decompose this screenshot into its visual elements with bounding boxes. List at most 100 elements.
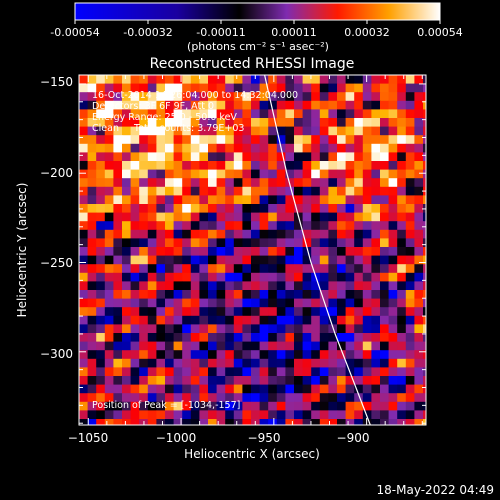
heatmap-cell <box>79 367 88 377</box>
heatmap-cell <box>414 238 424 248</box>
heatmap-cell <box>285 229 295 239</box>
heatmap-cell <box>259 290 269 299</box>
heatmap-cell <box>182 290 192 299</box>
colorbar-unit-label: (photons cm⁻² s⁻¹ asec⁻²) <box>187 40 329 53</box>
heatmap-cell <box>285 221 295 231</box>
heatmap-cell <box>319 333 329 342</box>
heatmap-cell <box>216 384 226 394</box>
heatmap-cell <box>139 333 149 342</box>
heatmap-cell <box>423 333 426 342</box>
heatmap-cell <box>242 109 252 119</box>
heatmap-cell <box>259 100 269 110</box>
heatmap-cell <box>190 290 200 299</box>
heatmap-cell <box>285 126 295 136</box>
heatmap-cell <box>276 367 286 377</box>
heatmap-cell <box>96 118 106 127</box>
heatmap-cell <box>79 126 88 136</box>
heatmap-cell <box>397 92 407 102</box>
heatmap-cell <box>147 221 157 231</box>
heatmap-cell <box>423 195 426 205</box>
heatmap-cell <box>380 92 389 102</box>
heatmap-cell <box>268 204 278 213</box>
heatmap-cell <box>182 333 192 342</box>
heatmap-cell <box>251 367 260 377</box>
heatmap-cell <box>216 169 226 179</box>
heatmap-cell <box>388 169 398 179</box>
heatmap-cell <box>328 298 338 308</box>
heatmap-cell <box>251 161 260 170</box>
heatmap-cell <box>225 264 235 274</box>
heatmap-cell <box>388 161 398 170</box>
heatmap-cell <box>259 358 269 368</box>
heatmap-cell <box>216 307 226 317</box>
heatmap-cell <box>130 315 140 325</box>
heatmap-cell <box>96 401 106 411</box>
heatmap-cell <box>405 221 415 231</box>
heatmap-cell <box>242 341 252 351</box>
heatmap-cell <box>362 264 372 274</box>
heatmap-cell <box>397 143 407 153</box>
heatmap-cell <box>130 384 140 394</box>
heatmap-cell <box>173 152 183 162</box>
heatmap-cell <box>397 238 407 248</box>
heatmap-cell <box>337 212 346 222</box>
heatmap-cell <box>311 315 321 325</box>
heatmap-cell <box>122 384 131 394</box>
heatmap-cell <box>165 195 174 205</box>
heatmap-cell <box>156 384 166 394</box>
heatmap-cell <box>165 393 174 403</box>
heatmap-cell <box>233 298 243 308</box>
heatmap-cell <box>405 126 415 136</box>
heatmap-cell <box>311 384 321 394</box>
heatmap-cell <box>397 229 407 239</box>
heatmap-cell <box>285 367 295 377</box>
heatmap-cell <box>423 109 426 119</box>
heatmap-cell <box>371 135 381 145</box>
heatmap-cell <box>397 186 407 196</box>
heatmap-cell <box>199 178 209 188</box>
heatmap-cell <box>302 152 312 162</box>
heatmap-cell <box>208 281 217 291</box>
heatmap-cell <box>165 307 174 317</box>
heatmap-cell <box>122 135 131 145</box>
heatmap-cell <box>173 75 183 84</box>
annotation-detectors: Detectors: 3F 6F 9F, Att 0 <box>92 101 214 112</box>
heatmap-cell <box>233 109 243 119</box>
heatmap-cell <box>328 281 338 291</box>
heatmap-cell <box>147 419 157 425</box>
heatmap-cell <box>104 350 114 360</box>
heatmap-cell <box>96 186 106 196</box>
heatmap-cell <box>371 229 381 239</box>
heatmap-cell <box>388 178 398 188</box>
heatmap-cell <box>199 298 209 308</box>
heatmap-cell <box>268 221 278 231</box>
heatmap-cell <box>87 384 97 394</box>
heatmap-cell <box>311 376 321 385</box>
heatmap-cell <box>423 290 426 299</box>
heatmap-cell <box>319 367 329 377</box>
heatmap-cell <box>285 75 295 84</box>
heatmap-cell <box>371 109 381 119</box>
heatmap-cell <box>397 247 407 256</box>
heatmap-cell <box>328 264 338 274</box>
ytick-label-2: −200 <box>40 166 73 180</box>
heatmap-cell <box>380 247 389 256</box>
heatmap-cell <box>362 161 372 170</box>
xtick-label-1: −1050 <box>68 431 109 445</box>
heatmap-cell <box>345 247 355 256</box>
heatmap-cell <box>130 324 140 334</box>
heatmap-cell <box>96 143 106 153</box>
heatmap-cell <box>87 324 97 334</box>
heatmap-cell <box>362 350 372 360</box>
heatmap-cell <box>302 212 312 222</box>
heatmap-cell <box>242 152 252 162</box>
heatmap-cell <box>251 238 260 248</box>
heatmap-cell <box>345 298 355 308</box>
heatmap-cell <box>388 350 398 360</box>
heatmap-cell <box>302 186 312 196</box>
heatmap-cell <box>268 161 278 170</box>
heatmap-cell <box>225 290 235 299</box>
heatmap-cell <box>79 247 88 256</box>
heatmap-cell <box>87 247 97 256</box>
heatmap-cell <box>165 358 174 368</box>
